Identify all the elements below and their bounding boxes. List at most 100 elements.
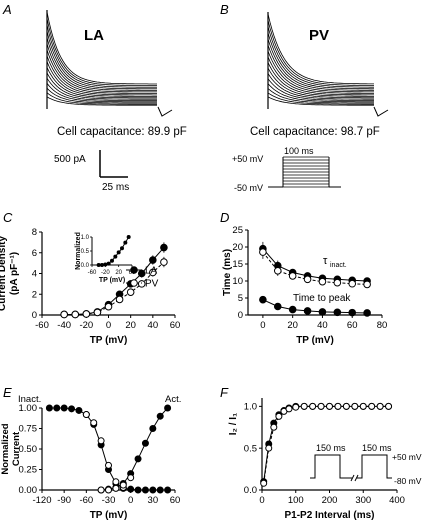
data-point (141, 439, 149, 447)
current-trace (46, 67, 157, 99)
y-axis-label: I₂ / I₁ (228, 413, 239, 435)
panel-d: D 0 20 40 60 80 0 5 10 15 20 25 TP (mV) Time (ms) τ in… (220, 210, 387, 346)
y-tick-label: 2 (32, 289, 37, 300)
y-tick-label: 1.00 (19, 403, 38, 414)
data-point (60, 310, 68, 319)
data-point (303, 275, 312, 284)
y-axis-label: Time (ms) (222, 249, 233, 296)
protocol-bottom-label: -80 mV (394, 476, 422, 486)
inset-y-tick-label: 0.5 (81, 249, 90, 255)
data-point (123, 240, 128, 245)
current-trace (267, 92, 374, 105)
x-tick-label: -60 (79, 495, 93, 506)
chart-f: 0 100 200 300 400 0.0 0.5 1.0 P1-P2 Interval (ms… (228, 398, 422, 521)
x-tick-label: -120 (32, 495, 51, 506)
current-trace (46, 18, 157, 86)
data-point (97, 486, 105, 494)
data-point (126, 235, 131, 239)
x-tick-label: 20 (125, 320, 136, 331)
data-point (359, 402, 367, 410)
x-tick-label: 0 (128, 495, 133, 506)
data-point (119, 481, 127, 489)
current-trace (267, 73, 374, 100)
x-tick-label: 0 (259, 495, 264, 506)
x-tick-label: 0 (106, 320, 111, 331)
annotation-inact: inact. (330, 262, 347, 269)
current-trace (267, 26, 374, 88)
x-tick-label: -20 (79, 320, 93, 331)
protocol-top-label: +50 mV (232, 154, 263, 164)
inset-x-tick-label: 20 (115, 270, 122, 276)
current-trace (46, 96, 157, 106)
data-point (164, 486, 172, 494)
x-tick-label: 30 (148, 495, 159, 506)
x-tick-label: 20 (287, 320, 298, 331)
inset-y-tick-label: 1.0 (81, 235, 90, 241)
inset-x-tick-label: -60 (88, 270, 97, 276)
panel-c-letter: C (3, 210, 13, 225)
current-trace (46, 31, 157, 90)
current-trace (267, 96, 374, 106)
data-point (75, 406, 83, 414)
data-point (260, 479, 268, 487)
data-point (103, 262, 108, 267)
y-tick-label: 4 (32, 269, 37, 280)
data-point (303, 307, 312, 315)
data-point (53, 404, 61, 412)
x-tick-label: 300 (355, 495, 371, 506)
y-tick-label: 0.5 (244, 443, 257, 454)
annotation-inact: Inact. (18, 394, 41, 405)
data-point (309, 402, 317, 410)
series-line (49, 407, 168, 491)
data-point (110, 258, 114, 263)
y-axis-label-line1: Current Density (0, 236, 8, 311)
inset-x-tick-label: -20 (101, 270, 110, 276)
data-point (300, 402, 308, 410)
current-trace (267, 56, 374, 96)
data-point (149, 425, 157, 432)
x-tick-label: -40 (57, 320, 71, 331)
annotation-tau: τ (323, 255, 328, 267)
scale-time-label: 25 ms (102, 182, 129, 193)
y-tick-label: 0.50 (19, 444, 38, 455)
inset-y-label: Normalized (75, 232, 82, 270)
data-point (351, 402, 359, 410)
data-point (273, 302, 282, 311)
x-axis-label: TP (mV) (296, 335, 334, 346)
data-point (112, 484, 120, 492)
data-point (149, 486, 157, 494)
protocol-duration-label: 100 ms (284, 146, 314, 156)
y-tick-label: 25 (232, 225, 243, 236)
x-tick-label: 200 (322, 495, 338, 506)
data-point (82, 411, 90, 419)
data-point (368, 402, 376, 410)
y-tick-label: 0.00 (19, 485, 38, 496)
series-line (101, 407, 168, 491)
current-trace (267, 83, 374, 103)
panel-a-cell-label: LA (84, 27, 104, 44)
data-point (134, 455, 142, 463)
data-point (127, 474, 135, 482)
y-axis-label-line1: Normalized (0, 423, 11, 474)
data-point (96, 263, 101, 267)
panel-a: A LA Cell capacitance: 89.9 pF 500 pA 25… (2, 2, 187, 193)
current-trace (267, 67, 374, 99)
inset-x-tick-label: 60 (129, 270, 136, 276)
y-tick-label: 8 (32, 227, 37, 238)
y-tick-label: 10 (232, 276, 243, 287)
x-tick-label: 0 (260, 320, 265, 331)
panel-f: F 0 100 200 300 400 0.0 0.5 1.0 P1-P2 Interval (… (220, 385, 422, 521)
inset-x-label: TP (mV) (99, 277, 125, 284)
current-trace (267, 32, 374, 90)
x-tick-label: 60 (170, 320, 181, 331)
y-tick-label: 0.0 (244, 485, 257, 496)
panel-a-scale-bar: 500 pA 25 ms (54, 150, 129, 193)
protocol-bottom-label: -50 mV (234, 183, 263, 193)
tail-current (157, 106, 173, 117)
protocol-steps (268, 156, 341, 188)
x-tick-label: -30 (102, 495, 116, 506)
data-point (363, 309, 371, 317)
x-tick-label: -90 (57, 495, 71, 506)
tail-current (373, 106, 389, 117)
y-axis-label: Current Density(pA pF⁻¹) (0, 236, 20, 311)
